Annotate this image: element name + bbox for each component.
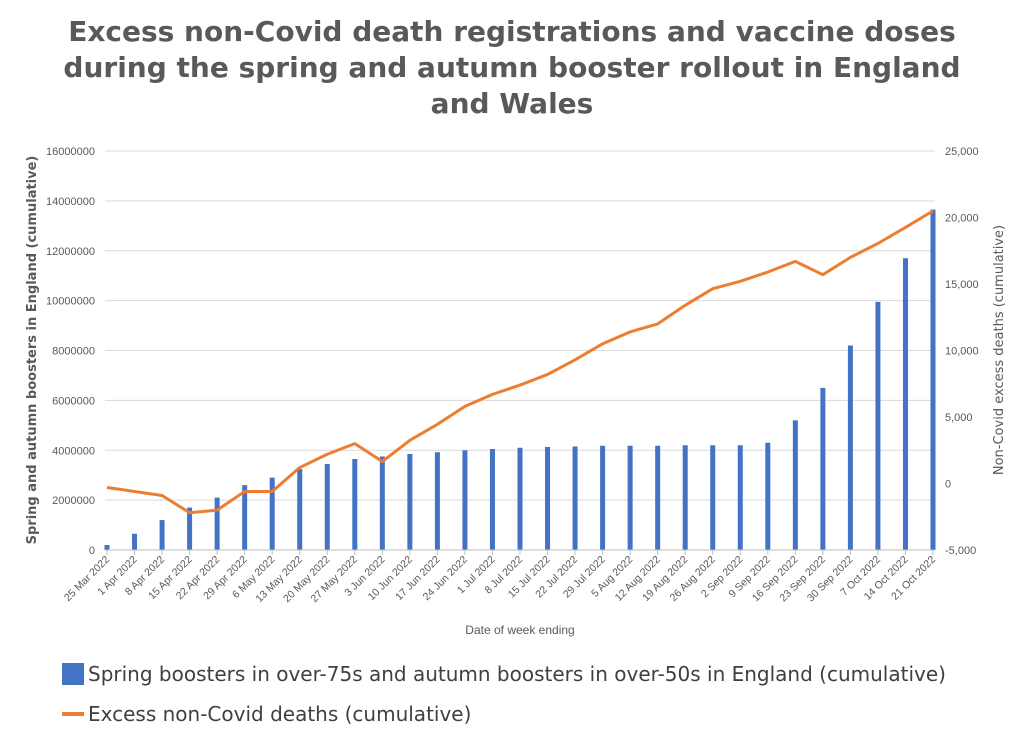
legend-swatch-line xyxy=(62,712,84,716)
bar xyxy=(820,387,826,550)
bar xyxy=(600,445,606,550)
y-tick-label: 8000000 xyxy=(52,346,95,358)
title-line-2: during the spring and autumn booster rol… xyxy=(63,51,961,84)
bar xyxy=(682,445,688,550)
legend-label: Spring boosters in over-75s and autumn b… xyxy=(88,662,946,686)
bar xyxy=(407,453,413,550)
bar xyxy=(655,445,661,550)
y-tick-label: 12000000 xyxy=(46,246,95,258)
bar xyxy=(545,447,551,550)
y-tick-label: 10000000 xyxy=(46,296,95,308)
bar xyxy=(379,456,385,550)
bar xyxy=(352,458,358,550)
bar xyxy=(710,445,716,550)
bar xyxy=(875,301,881,550)
y-tick-label: 2000000 xyxy=(52,495,95,507)
x-axis-label: Date of week ending xyxy=(465,623,574,637)
legend-item-deaths: Excess non-Covid deaths (cumulative) xyxy=(62,702,471,726)
bar xyxy=(792,420,798,550)
bar xyxy=(132,533,138,550)
y2-axis-label: Non-Covid excess deaths (cumulative) xyxy=(992,225,1007,475)
y2-tick-label: 20,000 xyxy=(945,213,979,225)
bar xyxy=(187,507,193,550)
y-tick-label: 0 xyxy=(89,545,95,557)
legend-label: Excess non-Covid deaths (cumulative) xyxy=(88,702,472,726)
y-tick-label: 14000000 xyxy=(46,196,95,208)
bar xyxy=(297,468,303,550)
bar xyxy=(489,449,495,550)
bar xyxy=(517,447,523,550)
y-tick-label: 16000000 xyxy=(46,146,95,158)
legend-item-boosters: Spring boosters in over-75s and autumn b… xyxy=(62,662,946,686)
bar xyxy=(324,463,330,550)
y-tick-label: 6000000 xyxy=(52,395,95,407)
bar xyxy=(434,452,440,550)
bar xyxy=(930,209,936,550)
bar xyxy=(159,520,165,550)
bar xyxy=(462,450,468,550)
title-line-1: Excess non-Covid death registrations and… xyxy=(68,15,956,48)
bar xyxy=(737,445,743,550)
bar xyxy=(104,545,110,550)
bar xyxy=(269,477,275,550)
y2-tick-label: 25,000 xyxy=(945,146,979,158)
bar xyxy=(627,445,633,550)
y2-tick-label: 0 xyxy=(945,479,951,491)
bar xyxy=(214,497,220,550)
y-tick-label: 4000000 xyxy=(52,445,95,457)
bar xyxy=(572,446,578,550)
y2-tick-label: 10,000 xyxy=(945,346,979,358)
bar xyxy=(902,258,908,550)
title-line-3: and Wales xyxy=(430,87,594,120)
y-axis-label: Spring and autumn boosters in England (c… xyxy=(25,156,40,545)
legend-swatch-bar xyxy=(62,663,84,685)
bar xyxy=(847,345,853,550)
y2-tick-label: 5,000 xyxy=(945,412,973,424)
bar xyxy=(765,442,771,550)
y2-tick-label: 15,000 xyxy=(945,279,979,291)
chart-title: Excess non-Covid death registrations and… xyxy=(0,14,1024,122)
y2-tick-label: -5,000 xyxy=(945,545,976,557)
bar xyxy=(242,485,248,550)
